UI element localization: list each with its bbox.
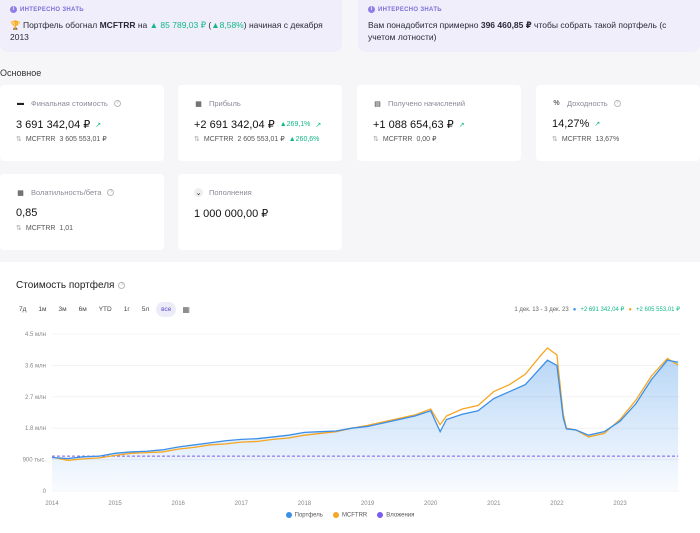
chevron-down-icon[interactable]: ⌄ [194,188,203,197]
x-tick-label: 2021 [487,501,501,507]
period-7d[interactable]: 7д [19,306,27,313]
help-icon[interactable]: ? [118,282,126,289]
chart-legend: Портфель MCFTRR Вложения [0,512,700,519]
info-icon: i [368,6,375,13]
x-tick-label: 2022 [550,501,564,507]
chart-title: Стоимость портфеля? [16,280,126,291]
card-yield: % Доходность? 14,27% ↗ ⇅ MCFTRR 13,67% [536,85,700,161]
tip-card-2: i ИНТЕРЕСНО ЗНАТЬ Вам понадобится примерн… [358,0,700,52]
period-5y[interactable]: 5л [141,306,150,313]
tip-text: 🏆 Портфель обогнал MCFTRR на ▲ 85 789,03… [10,20,323,42]
cash-icon: ▤ [374,100,381,108]
benchmark-icon: ⇅ [16,136,22,143]
info-icon: i [10,6,17,13]
tip-text: Вам понадобится примерно 396 460,85 ₽ чт… [368,20,667,42]
volatility-icon: ▦ [17,189,24,197]
chart-panel: Стоимость портфеля? 7д 1м 3м 6м YTD 1г 5… [0,262,700,533]
percent-icon: % [553,100,560,107]
card-deposits: ⌄ Пополнения 1 000 000,00 ₽ [178,174,342,250]
y-tick-label: 0 [43,489,47,495]
trend-icon: ↗ [95,121,102,129]
period-6m[interactable]: 6м [78,306,87,313]
benchmark-icon: ⇅ [194,136,200,143]
portfolio-area [52,360,679,491]
legend-deposits[interactable]: Вложения [377,512,414,519]
x-tick-label: 2016 [172,501,186,507]
x-tick-label: 2018 [298,501,312,507]
period-1y[interactable]: 1г [123,306,130,313]
benchmark-icon: ⇅ [373,136,379,143]
card-volatility: ▦ Волатильность/бета? 0,85 ⇅ MCFTRR 1,01 [0,174,164,250]
trophy-icon: 🏆 [10,20,21,30]
calendar-icon[interactable]: ▦ [182,305,190,314]
portfolio-line [51,359,679,460]
x-tick-label: 2017 [235,501,249,507]
period-all[interactable]: все [156,302,177,317]
section-title: Основное [0,68,42,78]
help-icon[interactable]: ? [613,100,621,107]
y-tick-label: 4.5 млн [25,332,46,338]
portfolio-chart: 0 900 тыс. 1.8 млн 2.7 млн 3.6 млн 4.5 млн 201… [23,332,680,507]
x-tick-label: 2020 [424,501,438,507]
period-1m[interactable]: 1м [38,306,47,313]
x-tick-label: 2023 [613,501,627,507]
period-3m[interactable]: 3м [58,306,67,313]
y-tick-label: 2.7 млн [25,395,46,401]
chart-up-icon: ▦ [195,100,202,108]
period-selector: 7д 1м 3м 6м YTD 1г 5л все ▦ [14,302,194,317]
y-tick-label: 1.8 млн [25,426,46,432]
tip-card-1: i ИНТЕРЕСНО ЗНАТЬ 🏆 Портфель обогнал MCFT… [0,0,342,52]
benchmark-icon: ⇅ [552,136,558,143]
x-tick-label: 2014 [45,501,59,507]
x-tick-label: 2015 [108,501,122,507]
y-tick-label: 3.6 млн [25,363,46,369]
y-tick-label: 900 тыс. [23,458,47,464]
trend-icon: ↗ [458,121,465,129]
legend-portfolio[interactable]: Портфель [285,512,323,519]
trend-icon: ↗ [594,121,601,128]
trend-icon: ↗ [315,121,322,129]
card-final-value: ▬ Финальная стоимость? 3 691 342,04 ₽ ↗ ⇅ M… [0,85,164,161]
benchmark-icon: ⇅ [16,225,22,232]
range-info: 1 дек. 13 - 3 дек. 23 ● +2 691 342,04 ₽ ●… [514,306,680,314]
wallet-icon: ▬ [17,100,24,107]
period-ytd[interactable]: YTD [98,306,112,313]
card-profit: ▦ Прибыль +2 691 342,04 ₽ ▲269,1% ↗ ⇅ MCFTRR… [178,85,342,161]
help-icon[interactable]: ? [113,100,121,107]
card-accruals: ▤ Получено начислений +1 088 654,63 ₽ ↗ ⇅ M… [357,85,521,161]
legend-mcftrr[interactable]: MCFTRR [332,512,367,519]
tip-label: i ИНТЕРЕСНО ЗНАТЬ [10,6,332,13]
help-icon[interactable]: ? [107,189,115,196]
tip-label: i ИНТЕРЕСНО ЗНАТЬ [368,6,690,13]
x-tick-label: 2019 [361,501,375,507]
